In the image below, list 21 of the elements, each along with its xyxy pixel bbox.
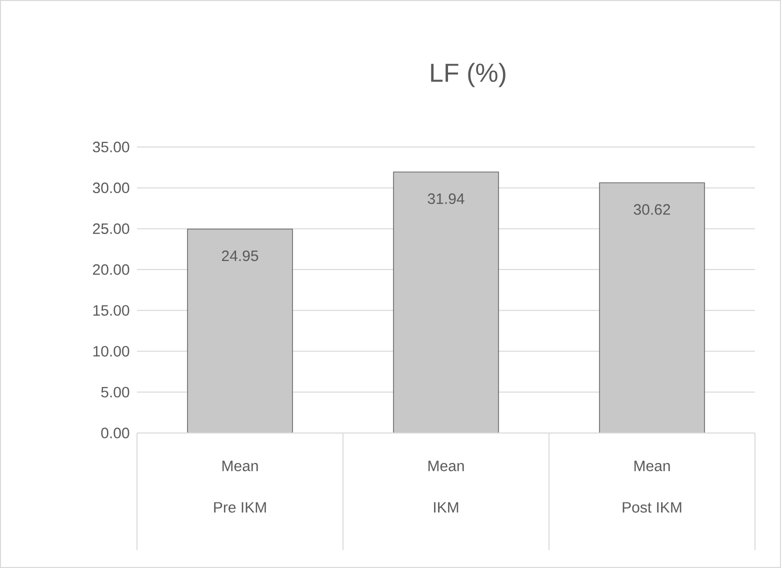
data-label: 31.94	[428, 193, 464, 204]
data-label: 24.95	[222, 250, 258, 262]
bar	[393, 172, 499, 434]
x-tick-label: IKM	[434, 502, 458, 513]
y-tick-label: 0.00	[101, 428, 130, 438]
y-tick-label: 10.00	[93, 346, 130, 357]
data-label: 30.62	[634, 204, 670, 215]
text: Mean	[428, 460, 464, 472]
y-tick-label: 35.00	[92, 142, 130, 152]
y-tick-label: 30.00	[92, 182, 130, 194]
text: Mean	[634, 460, 670, 472]
x-tick-label: Post IKM	[622, 502, 682, 513]
y-tick-label: 5.00	[101, 386, 130, 398]
text: Mean	[222, 460, 258, 472]
y-tick-label: 15.00	[93, 305, 130, 316]
y-tick-label: 25.00	[93, 223, 130, 234]
chart-title: LF (%)	[431, 62, 506, 88]
bar	[599, 182, 705, 434]
x-tick-label: Pre IKM	[214, 502, 266, 513]
bar	[187, 228, 293, 434]
y-tick-label: 20.00	[93, 264, 130, 275]
